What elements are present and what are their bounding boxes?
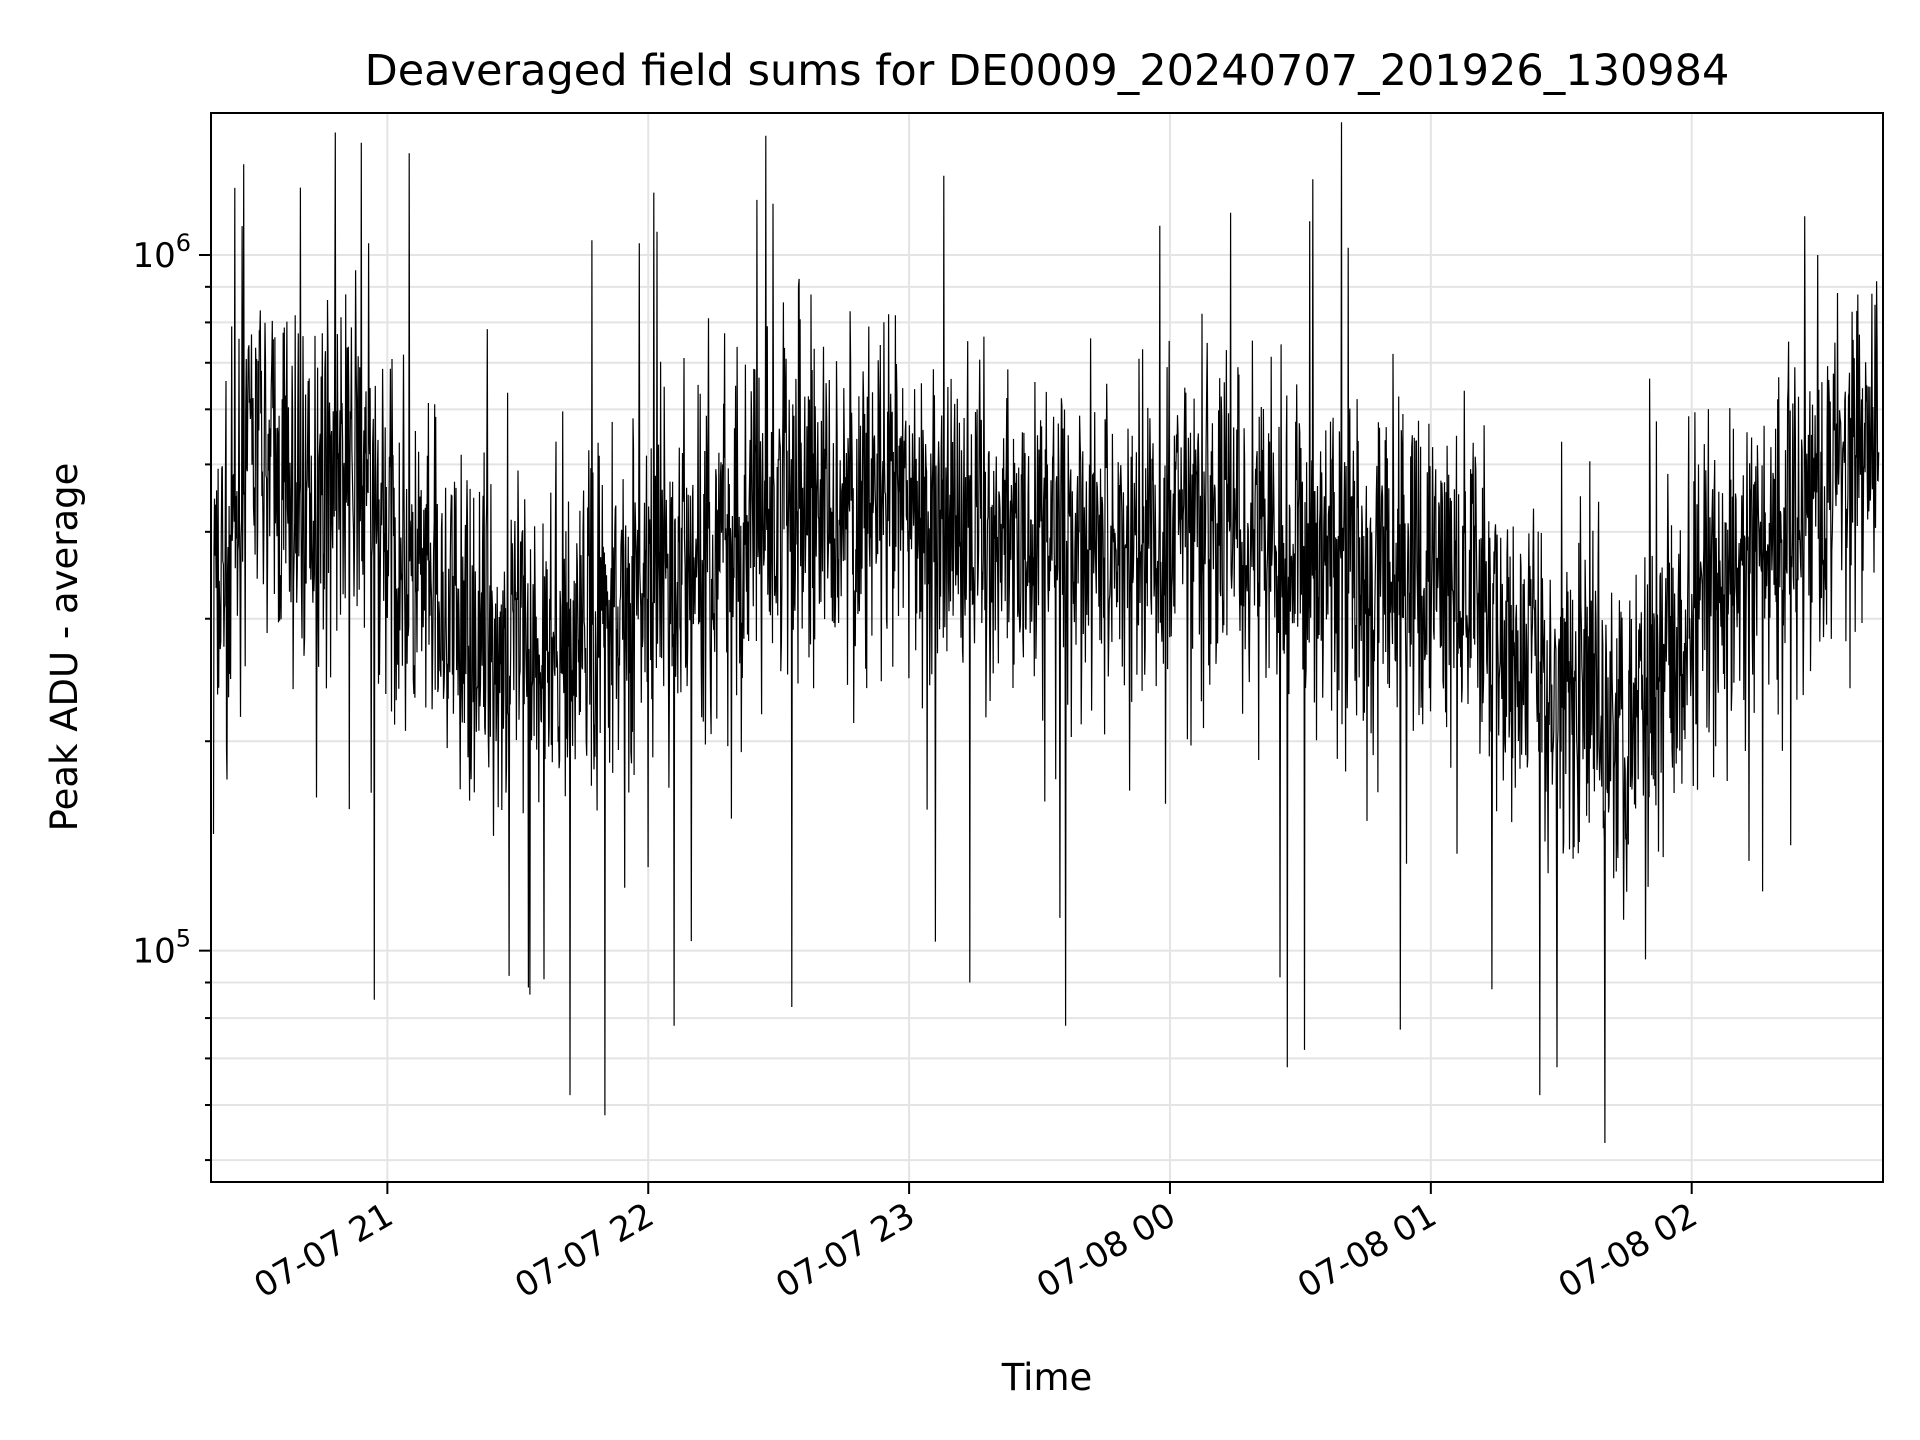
x-tick-label: 07-07 23	[769, 1195, 921, 1306]
x-axis-label: Time	[1001, 1356, 1093, 1399]
x-tick-labels: 07-07 21 07-07 22 07-07 23 07-08 00 07-08 01…	[247, 1195, 1704, 1306]
y-tick-label: 106	[132, 229, 191, 276]
y-tick-labels: 105 106	[132, 229, 191, 972]
axis-ticks	[199, 253, 1693, 1194]
plot-frame	[210, 112, 1884, 1183]
x-tick-label: 07-08 02	[1552, 1195, 1704, 1306]
y-tick-label: 105	[132, 925, 191, 972]
x-tick-label: 07-08 01	[1291, 1195, 1443, 1306]
chart-title: Deaveraged field sums for DE0009_2024070…	[365, 46, 1730, 96]
x-tick-label: 07-08 00	[1030, 1195, 1182, 1306]
series-line	[212, 122, 1880, 1144]
x-tick-label: 07-07 21	[247, 1195, 399, 1306]
y-axis-label: Peak ADU - average	[43, 463, 86, 832]
x-tick-label: 07-07 22	[508, 1195, 660, 1306]
grid	[211, 113, 1883, 1182]
